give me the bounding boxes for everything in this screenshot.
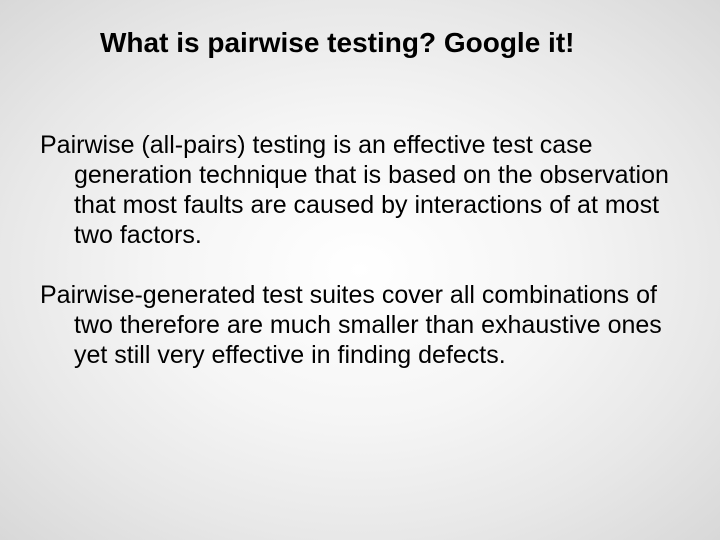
slide-title: What is pairwise testing? Google it! <box>100 26 680 60</box>
body-paragraph-1: Pairwise (all-pairs) testing is an effec… <box>74 130 680 250</box>
body-paragraph-2: Pairwise-generated test suites cover all… <box>74 280 680 370</box>
slide-container: What is pairwise testing? Google it! Pai… <box>0 0 720 540</box>
